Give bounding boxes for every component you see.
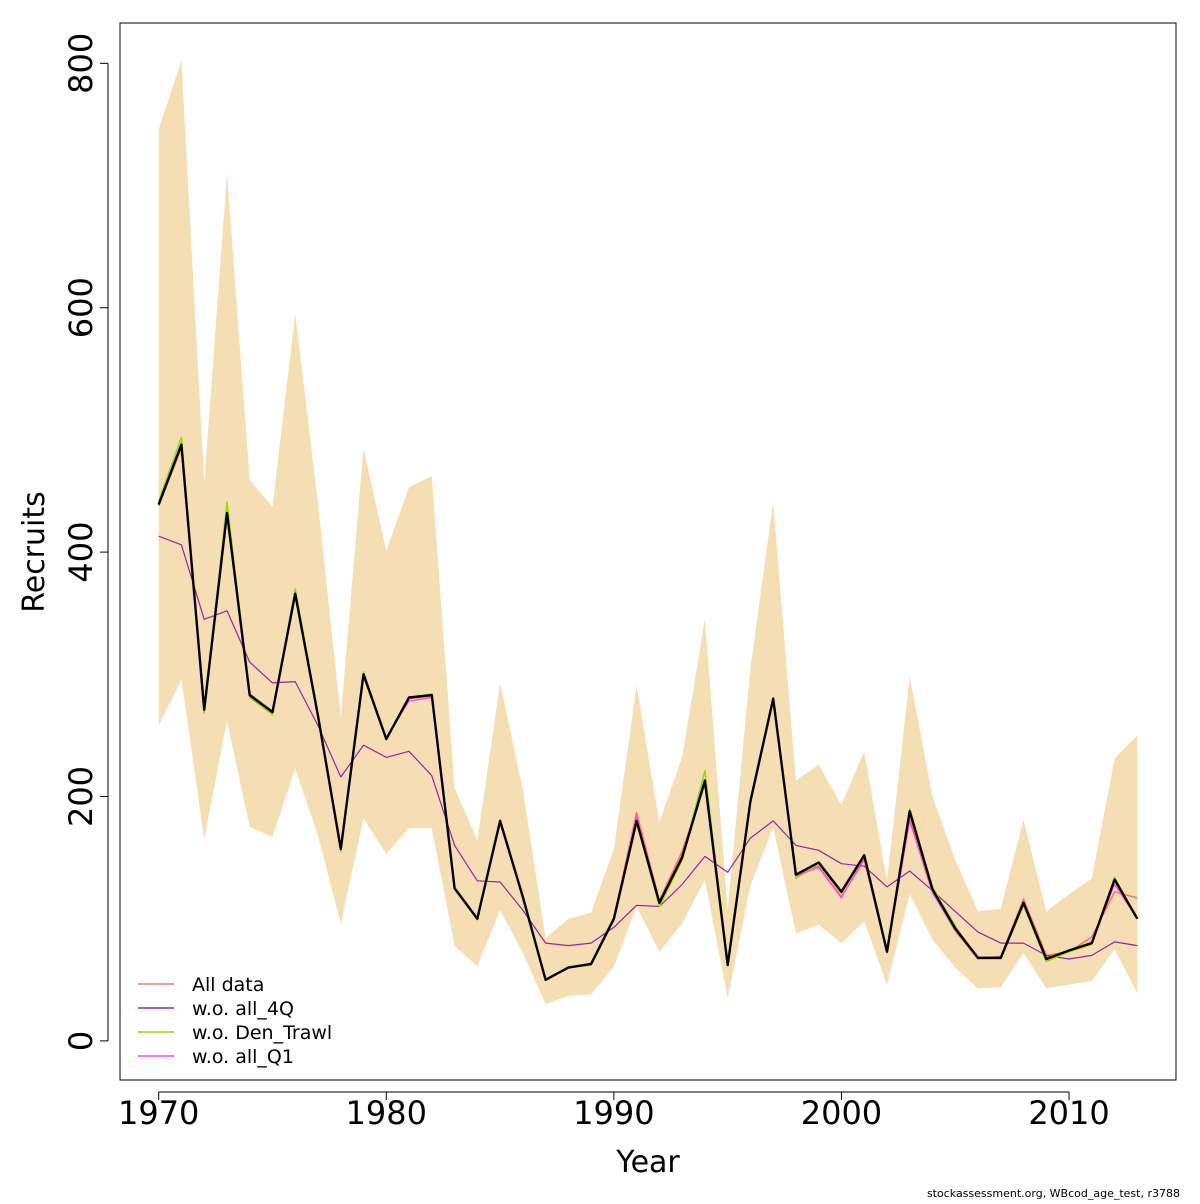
footer-credit: stockassessment.org, WBcod_age_test, r37… [927, 1187, 1180, 1200]
y-tick-label: 0 [62, 1031, 100, 1051]
legend-label-w-o-all-4q: w.o. all_4Q [192, 998, 294, 1020]
legend-label-w-o-all-q1: w.o. all_Q1 [192, 1046, 294, 1068]
x-tick-label: 1970 [118, 1094, 199, 1132]
y-tick-label: 200 [62, 766, 100, 827]
y-tick-label: 400 [62, 522, 100, 583]
confidence-band [158, 60, 1138, 1005]
confidence-band-layer [158, 60, 1138, 1005]
y-tick-label: 800 [62, 33, 100, 94]
x-axis-title: Year [615, 1145, 680, 1180]
x-tick-label: 1990 [573, 1094, 654, 1132]
series-line-main-estimate [157, 443, 1139, 981]
y-tick-label: 600 [62, 277, 100, 338]
legend-label-w-o-den-trawl: w.o. Den_Trawl [192, 1022, 332, 1044]
y-axis-title: Recruits [17, 491, 52, 613]
y-axis: 0 200 400 600 800 [62, 33, 109, 1051]
x-tick-label: 1980 [346, 1094, 427, 1132]
plot-frame [119, 22, 1177, 1081]
x-tick-label: 2010 [1028, 1094, 1109, 1132]
x-axis: 1970 1980 1990 2000 2010 [118, 1091, 1110, 1132]
x-tick-label: 2000 [801, 1094, 882, 1132]
series-layer [157, 436, 1139, 981]
legend-label-all-data: All data [192, 974, 264, 996]
